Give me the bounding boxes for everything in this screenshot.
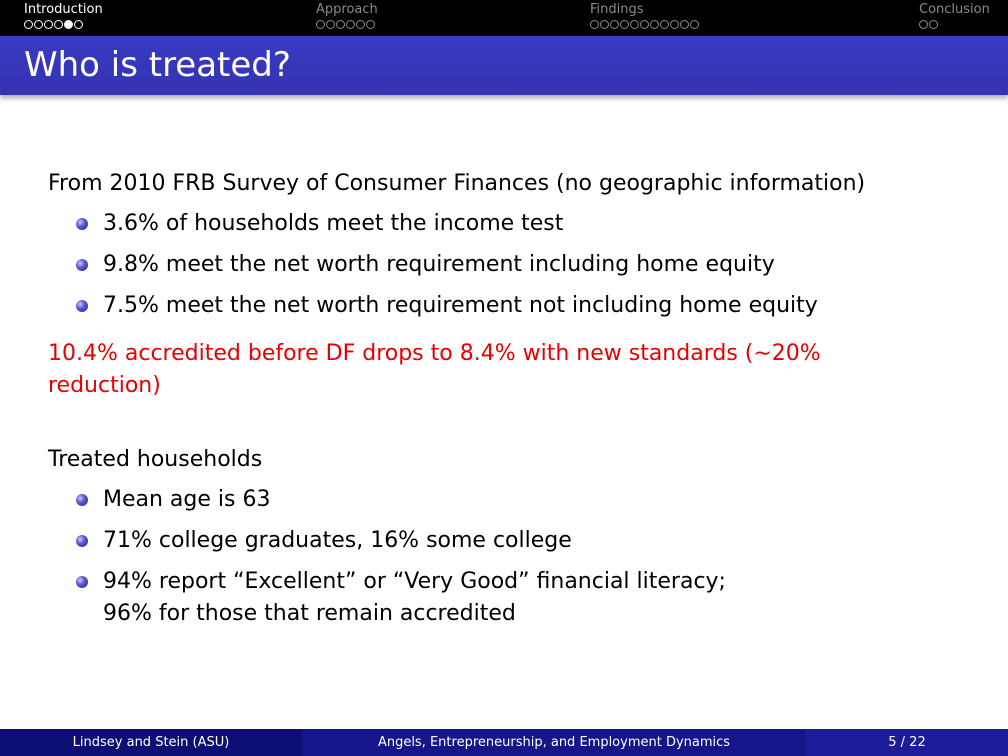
slide-content: From 2010 FRB Survey of Consumer Finance… (48, 168, 948, 639)
nav-frame-dot[interactable] (640, 20, 649, 29)
nav-frame-dot[interactable] (650, 20, 659, 29)
nav-frame-dot[interactable] (610, 20, 619, 29)
navigation-bar: Introduction Approach Findings Conclusio… (0, 0, 1008, 36)
bullet-text: 94% report “Excellent” or “Very Good” fi… (103, 569, 726, 594)
bullet-icon (76, 494, 88, 506)
list-item: 3.6% of households meet the income test (48, 208, 948, 240)
nav-frame-dot[interactable] (346, 20, 355, 29)
list-item: Mean age is 63 (48, 484, 948, 516)
footer-bar: Lindsey and Stein (ASU) Angels, Entrepre… (0, 729, 1008, 756)
nav-frame-dot[interactable] (680, 20, 689, 29)
bullet-icon (76, 300, 88, 312)
nav-section-label[interactable]: Introduction (24, 2, 103, 17)
highlight-text: 10.4% accredited before DF drops to 8.4%… (48, 338, 948, 402)
nav-section-findings[interactable]: Findings (590, 2, 699, 29)
treated-bullet-list: Mean age is 63 71% college graduates, 16… (48, 484, 948, 630)
nav-frame-dot[interactable] (44, 20, 53, 29)
nav-frame-dot[interactable] (356, 20, 365, 29)
nav-section-label[interactable]: Findings (590, 2, 644, 17)
nav-section-introduction[interactable]: Introduction (24, 2, 103, 29)
nav-frame-dot[interactable] (670, 20, 679, 29)
nav-frame-dot[interactable] (620, 20, 629, 29)
list-item: 9.8% meet the net worth requirement incl… (48, 249, 948, 281)
nav-frame-dot[interactable] (929, 20, 938, 29)
footer-page-number: 5 / 22 (806, 729, 1008, 756)
nav-frame-dot[interactable] (64, 20, 73, 29)
bullet-icon (76, 259, 88, 271)
highlight-line-1: 10.4% accredited before DF drops to 8.4%… (48, 341, 821, 366)
nav-frame-dot[interactable] (690, 20, 699, 29)
nav-frame-dot[interactable] (660, 20, 669, 29)
footer-authors: Lindsey and Stein (ASU) (0, 729, 302, 756)
nav-section-dots (316, 20, 378, 29)
list-item: 7.5% meet the net worth requirement not … (48, 290, 948, 322)
footer-presentation-title: Angels, Entrepreneurship, and Employment… (302, 729, 806, 756)
frame-title-bar: Who is treated? (0, 36, 1008, 95)
nav-frame-dot[interactable] (54, 20, 63, 29)
bullet-text: Mean age is 63 (103, 487, 271, 512)
nav-section-conclusion[interactable]: Conclusion (919, 2, 990, 29)
nav-frame-dot[interactable] (336, 20, 345, 29)
nav-frame-dot[interactable] (326, 20, 335, 29)
survey-bullet-list: 3.6% of households meet the income test … (48, 208, 948, 322)
nav-frame-dot[interactable] (316, 20, 325, 29)
intro-text: From 2010 FRB Survey of Consumer Finance… (48, 171, 866, 196)
bullet-text: 3.6% of households meet the income test (103, 211, 564, 236)
bullet-continuation-text: 96% for those that remain accredited (103, 601, 516, 626)
bullet-text: 9.8% meet the net worth requirement incl… (103, 252, 775, 277)
bullet-text: 71% college graduates, 16% some college (103, 528, 572, 553)
nav-section-dots (590, 20, 699, 29)
nav-frame-dot[interactable] (34, 20, 43, 29)
nav-frame-dot[interactable] (919, 20, 928, 29)
highlight-line-2: reduction) (48, 373, 161, 398)
nav-section-label[interactable]: Approach (316, 2, 378, 17)
bullet-icon (76, 576, 88, 588)
nav-frame-dot[interactable] (74, 20, 83, 29)
nav-frame-dot[interactable] (366, 20, 375, 29)
nav-frame-dot[interactable] (24, 20, 33, 29)
nav-section-dots (24, 20, 103, 29)
nav-section-approach[interactable]: Approach (316, 2, 378, 29)
list-item: 94% report “Excellent” or “Very Good” fi… (48, 566, 948, 630)
nav-frame-dot[interactable] (630, 20, 639, 29)
nav-frame-dot[interactable] (600, 20, 609, 29)
bullet-icon (76, 535, 88, 547)
nav-frame-dot[interactable] (590, 20, 599, 29)
list-item: 71% college graduates, 16% some college (48, 525, 948, 557)
slide-title: Who is treated? (24, 45, 291, 85)
nav-section-dots (919, 20, 990, 29)
bullet-text: 7.5% meet the net worth requirement not … (103, 293, 818, 318)
bullet-icon (76, 218, 88, 230)
nav-section-label[interactable]: Conclusion (919, 2, 990, 17)
treated-heading: Treated households (48, 447, 263, 472)
